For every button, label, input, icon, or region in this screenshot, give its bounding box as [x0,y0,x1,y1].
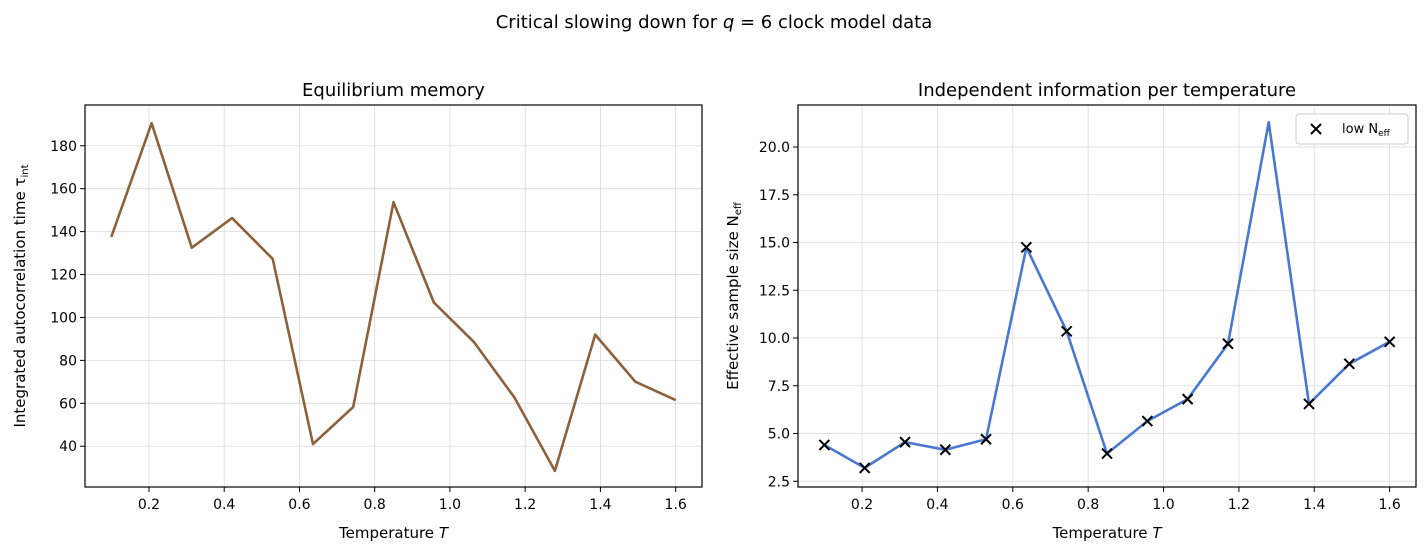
low-neff-marker [1060,325,1073,338]
left-chart-ticks: 0.2 0.4 0.6 0.8 1.0 1.2 1.4 1.6 40 60 80 100 120 140 1… [50,139,687,513]
legend-label: low Neff [1342,122,1391,139]
right-x-tick-label: 1.2 [1228,497,1250,513]
low-neff-marker [1141,415,1154,427]
legend-label-sub: eff [1378,129,1391,139]
left-chart-plot [110,121,677,473]
right-y-tick-label: 5.0 [768,427,790,443]
left-ylabel-text: Integrated autocorrelation time τ [11,178,29,428]
right-xlabel-text: Temperature [1052,524,1153,542]
left-x-tick-label: 1.0 [439,497,461,513]
low-neff-marker [1383,336,1396,348]
left-y-tick-label: 80 [59,353,77,369]
low-neff-marker [899,436,911,448]
right-x-tick-label: 1.6 [1378,497,1400,513]
left-chart-xlabel: Temperature T [338,524,450,542]
low-neff-marker [1343,358,1356,370]
left-x-tick-label: 0.4 [213,497,235,513]
right-y-tick-label: 7.5 [768,379,790,395]
left-x-tick-label: 1.4 [589,497,611,513]
left-xlabel-var: T [439,524,450,542]
left-y-tick-label: 40 [59,439,77,455]
right-series-line [823,120,1391,470]
right-x-tick-label: 1.0 [1152,497,1174,513]
legend-marker-x-icon [1310,123,1322,135]
right-y-tick-label: 12.5 [759,283,790,299]
left-y-tick-label: 140 [50,225,77,241]
right-x-tick-label: 0.2 [851,497,873,513]
right-x-tick-label: 0.4 [926,497,948,513]
right-chart-xlabel: Temperature T [1052,524,1164,542]
right-chart-grid [798,105,1416,487]
right-chart-plot [818,120,1396,474]
right-chart-title: Independent information per temperature [918,80,1296,101]
left-y-tick-label: 60 [59,396,77,412]
low-neff-marker [980,433,992,445]
low-neff-marker [1020,241,1033,254]
left-y-tick-label: 180 [50,139,77,155]
right-chart-ylabel: Effective sample size Neff [724,201,744,390]
right-chart-legend: low Neff [1295,113,1409,145]
left-chart-grid [85,105,702,487]
right-y-tick-label: 17.5 [759,188,790,204]
low-neff-marker [1303,398,1315,410]
right-chart-panel: Independent information per temperature … [724,80,1417,542]
figure-suptitle: Critical slowing down for q = 6 clock mo… [496,12,933,33]
right-y-tick-label: 20.0 [759,140,790,156]
right-y-tick-label: 10.0 [759,331,790,347]
left-chart-ylabel: Integrated autocorrelation time τint [11,164,31,427]
right-x-tick-label: 1.4 [1303,497,1325,513]
right-xlabel-var: T [1152,524,1163,542]
suptitle-var: q [723,12,734,33]
left-x-tick-label: 0.8 [364,497,386,513]
left-y-tick-label: 120 [50,268,77,284]
low-neff-marker [818,439,831,451]
right-y-tick-label: 15.0 [759,236,790,252]
low-neff-marker [1181,393,1194,405]
low-neff-marker [939,444,952,456]
low-neff-marker [1222,338,1234,350]
left-x-tick-label: 0.6 [288,497,310,513]
left-chart-title: Equilibrium memory [302,80,485,101]
left-x-tick-label: 1.6 [665,497,687,513]
right-x-tick-label: 0.6 [1002,497,1024,513]
left-y-tick-label: 100 [50,310,77,326]
suptitle-rest: = 6 clock model data [734,12,932,33]
legend-label-text: low N [1342,122,1378,137]
left-y-tick-label: 160 [50,182,77,198]
left-series-line [110,121,677,473]
low-neff-marker [1101,447,1113,460]
right-chart-ticks: 0.2 0.4 0.6 0.8 1.0 1.2 1.4 1.6 2.5 5.0 7.5 10.0 12.… [759,140,1401,513]
left-xlabel-text: Temperature [338,524,439,542]
left-ylabel-sub: int [20,164,31,177]
right-y-tick-label: 2.5 [768,474,790,490]
right-ylabel-sub: eff [733,201,744,215]
left-chart-panel: Equilibrium memory 0.2 0.4 0.6 0.8 1.0 1.2 1.4… [11,80,703,542]
left-x-tick-label: 1.2 [514,497,536,513]
right-chart-frame [797,104,1417,488]
right-x-tick-label: 0.8 [1077,497,1099,513]
suptitle-prefix: Critical slowing down for [496,12,723,33]
left-x-tick-label: 0.2 [138,497,160,513]
low-neff-marker [858,462,871,474]
legend-box [1295,113,1409,145]
left-chart-frame [84,104,703,488]
right-ylabel-text: Effective sample size N [724,215,742,390]
